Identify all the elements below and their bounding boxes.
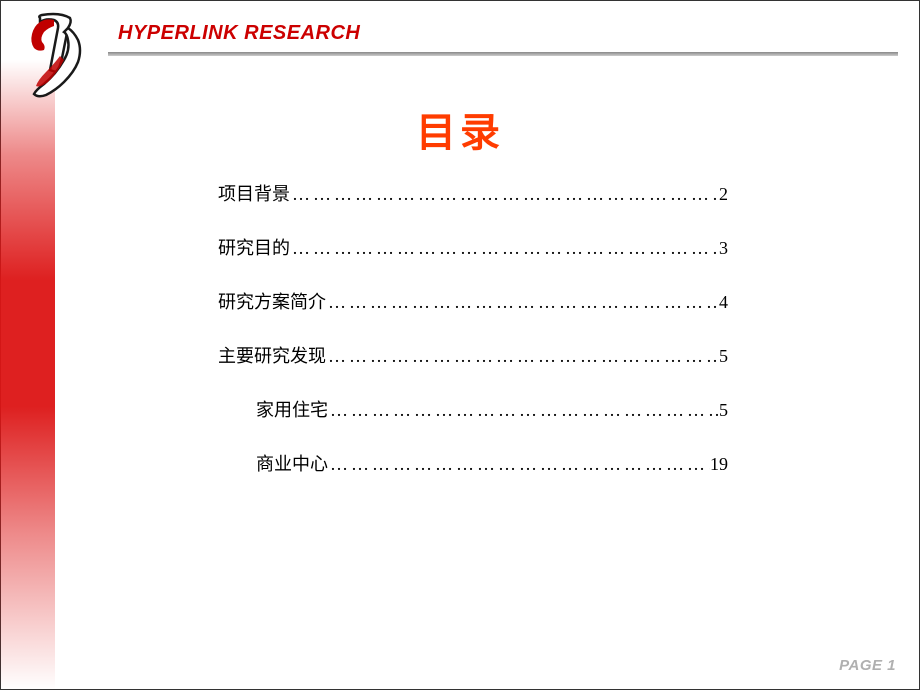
toc-dots	[328, 400, 719, 421]
toc-item-label: 项目背景	[218, 180, 290, 206]
toc-item-label: 家用住宅	[256, 396, 328, 422]
toc-dots	[290, 238, 719, 259]
toc-list: 项目背景 2 研究目的 3 研究方案简介 4 主要研究发现 5 家用住宅 5 商…	[218, 180, 728, 504]
toc-item-label: 商业中心	[256, 450, 328, 476]
toc-item-label: 主要研究发现	[218, 342, 326, 368]
toc-dots	[326, 292, 719, 313]
toc-item: 商业中心 19	[218, 450, 728, 476]
toc-dots	[328, 454, 710, 475]
toc-item: 研究目的 3	[218, 234, 728, 260]
header-divider	[108, 52, 898, 56]
toc-item: 主要研究发现 5	[218, 342, 728, 368]
toc-item: 项目背景 2	[218, 180, 728, 206]
toc-dots	[326, 346, 719, 367]
toc-item-page: 5	[719, 400, 728, 421]
header-brand-title: HYPERLINK RESEARCH	[118, 22, 360, 45]
page-title-text: 目录	[416, 110, 504, 155]
toc-item-page: 19	[710, 454, 728, 475]
page-title: 目录	[0, 100, 920, 158]
toc-item-page: 4	[719, 292, 728, 313]
toc-item: 家用住宅 5	[218, 396, 728, 422]
brand-logo	[20, 10, 100, 105]
toc-item-page: 3	[719, 238, 728, 259]
toc-item-page: 2	[719, 184, 728, 205]
toc-item-label: 研究方案简介	[218, 288, 326, 314]
toc-item: 研究方案简介 4	[218, 288, 728, 314]
toc-item-label: 研究目的	[218, 234, 290, 260]
footer-page-number: PAGE 1	[839, 657, 896, 674]
toc-item-page: 5	[719, 346, 728, 367]
toc-dots	[290, 184, 719, 205]
